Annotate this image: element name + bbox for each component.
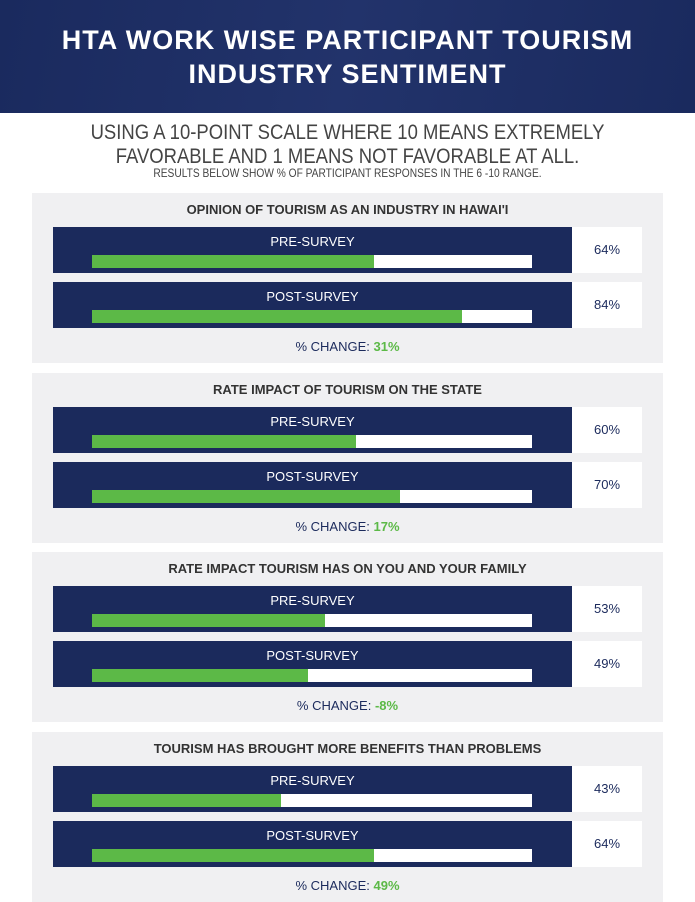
post-survey-bar: POST-SURVEY xyxy=(53,461,572,508)
subtitle-line-2: FAVORABLE AND 1 MEANS NOT FAVORABLE AT A… xyxy=(115,145,580,168)
subtitle: USING A 10-POINT SCALE WHERE 10 MEANS EX… xyxy=(42,121,654,169)
post-survey-value: 84% xyxy=(572,282,642,328)
change-label: % CHANGE: xyxy=(296,698,372,713)
post-survey-bar: POST-SURVEY xyxy=(53,641,572,687)
pre-survey-label: PRE-SURVEY xyxy=(270,234,355,249)
pre-survey-fill xyxy=(92,434,356,448)
panel-title: RATE IMPACT TOURISM HAS ON YOU AND YOUR … xyxy=(168,561,527,576)
post-survey-bar: POST-SURVEY xyxy=(53,282,572,328)
panel-title: RATE IMPACT OF TOURISM ON THE STATE xyxy=(213,381,482,397)
subtitle-line-1: USING A 10-POINT SCALE WHERE 10 MEANS EX… xyxy=(90,121,605,144)
pre-survey-row: PRE-SURVEY 64% xyxy=(53,227,642,273)
chart-panel: TOURISM HAS BROUGHT MORE BENEFITS THAN P… xyxy=(32,731,663,902)
pre-survey-value: 43% xyxy=(572,765,642,812)
pre-survey-bar: PRE-SURVEY xyxy=(53,227,572,273)
bar-track xyxy=(92,434,532,448)
panel-title: TOURISM HAS BROUGHT MORE BENEFITS THAN P… xyxy=(153,740,542,756)
post-survey-label: POST-SURVEY xyxy=(266,468,359,484)
bar-track xyxy=(92,614,532,627)
bar-track xyxy=(92,310,532,323)
pre-survey-bar: PRE-SURVEY xyxy=(53,406,572,453)
header-banner: HTA WORK WISE PARTICIPANT TOURISM INDUST… xyxy=(0,0,695,113)
post-survey-value: 70% xyxy=(572,461,642,508)
chart-panel: RATE IMPACT OF TOURISM ON THE STATE PRE-… xyxy=(32,372,663,543)
post-survey-fill xyxy=(92,489,400,503)
post-survey-value: 49% xyxy=(572,641,642,687)
pre-survey-row: PRE-SURVEY 43% xyxy=(53,765,642,812)
post-survey-row: POST-SURVEY 64% xyxy=(53,820,642,867)
pre-survey-row: PRE-SURVEY 60% xyxy=(53,406,642,453)
change-value: 49% xyxy=(373,877,400,893)
pre-survey-value: 64% xyxy=(572,227,642,273)
bar-track xyxy=(92,255,532,268)
percent-change: % CHANGE: -8% xyxy=(32,698,663,713)
post-survey-label: POST-SURVEY xyxy=(266,827,359,843)
change-label: % CHANGE: xyxy=(295,518,370,534)
bar-track xyxy=(92,489,532,503)
pre-survey-value: 53% xyxy=(572,586,642,632)
change-value: 31% xyxy=(373,339,400,354)
pre-survey-fill xyxy=(92,255,374,268)
bar-track xyxy=(92,669,532,682)
pre-survey-bar: PRE-SURVEY xyxy=(53,586,572,632)
pre-survey-bar: PRE-SURVEY xyxy=(53,765,572,812)
post-survey-bar: POST-SURVEY xyxy=(53,820,572,867)
pre-survey-label: PRE-SURVEY xyxy=(270,413,355,429)
post-survey-fill xyxy=(92,848,374,862)
post-survey-label: POST-SURVEY xyxy=(266,648,359,663)
post-survey-row: POST-SURVEY 70% xyxy=(53,461,642,508)
change-label: % CHANGE: xyxy=(295,339,370,354)
percent-change: % CHANGE: 49% xyxy=(32,878,663,893)
post-survey-label: POST-SURVEY xyxy=(266,289,359,304)
chart-panel: OPINION OF TOURISM AS AN INDUSTRY IN HAW… xyxy=(32,193,663,363)
bar-track xyxy=(92,848,532,862)
pre-survey-value: 60% xyxy=(572,406,642,453)
panel-title: OPINION OF TOURISM AS AN INDUSTRY IN HAW… xyxy=(186,202,509,217)
post-survey-value: 64% xyxy=(572,820,642,867)
percent-change: % CHANGE: 17% xyxy=(32,519,663,534)
change-value: -8% xyxy=(374,698,399,713)
change-value: 17% xyxy=(373,518,400,534)
pre-survey-label: PRE-SURVEY xyxy=(270,772,355,788)
pre-survey-row: PRE-SURVEY 53% xyxy=(53,586,642,632)
post-survey-row: POST-SURVEY 84% xyxy=(53,282,642,328)
pre-survey-fill xyxy=(92,793,282,807)
post-survey-row: POST-SURVEY 49% xyxy=(53,641,642,687)
post-survey-fill xyxy=(92,310,462,323)
title-line-1: HTA WORK WISE PARTICIPANT TOURISM xyxy=(61,25,634,55)
percent-change: % CHANGE: 31% xyxy=(32,339,663,354)
pre-survey-fill xyxy=(92,614,326,627)
title-line-2: INDUSTRY SENTIMENT xyxy=(188,59,507,89)
post-survey-fill xyxy=(92,669,308,682)
bar-track xyxy=(92,793,532,807)
subtitle-note: RESULTS BELOW SHOW % OF PARTICIPANT RESP… xyxy=(153,166,542,180)
chart-panel: RATE IMPACT TOURISM HAS ON YOU AND YOUR … xyxy=(32,552,663,722)
pre-survey-label: PRE-SURVEY xyxy=(270,593,355,608)
change-label: % CHANGE: xyxy=(295,877,370,893)
